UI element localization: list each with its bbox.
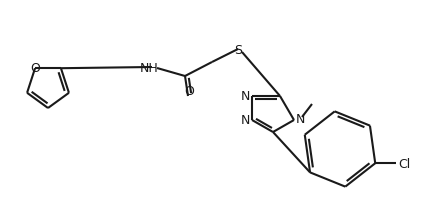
Text: N: N	[296, 113, 305, 126]
Text: O: O	[30, 61, 40, 74]
Text: N: N	[241, 114, 250, 127]
Text: NH: NH	[140, 61, 158, 74]
Text: Cl: Cl	[398, 157, 410, 170]
Text: S: S	[234, 43, 242, 56]
Text: N: N	[241, 90, 250, 103]
Text: O: O	[184, 85, 194, 98]
